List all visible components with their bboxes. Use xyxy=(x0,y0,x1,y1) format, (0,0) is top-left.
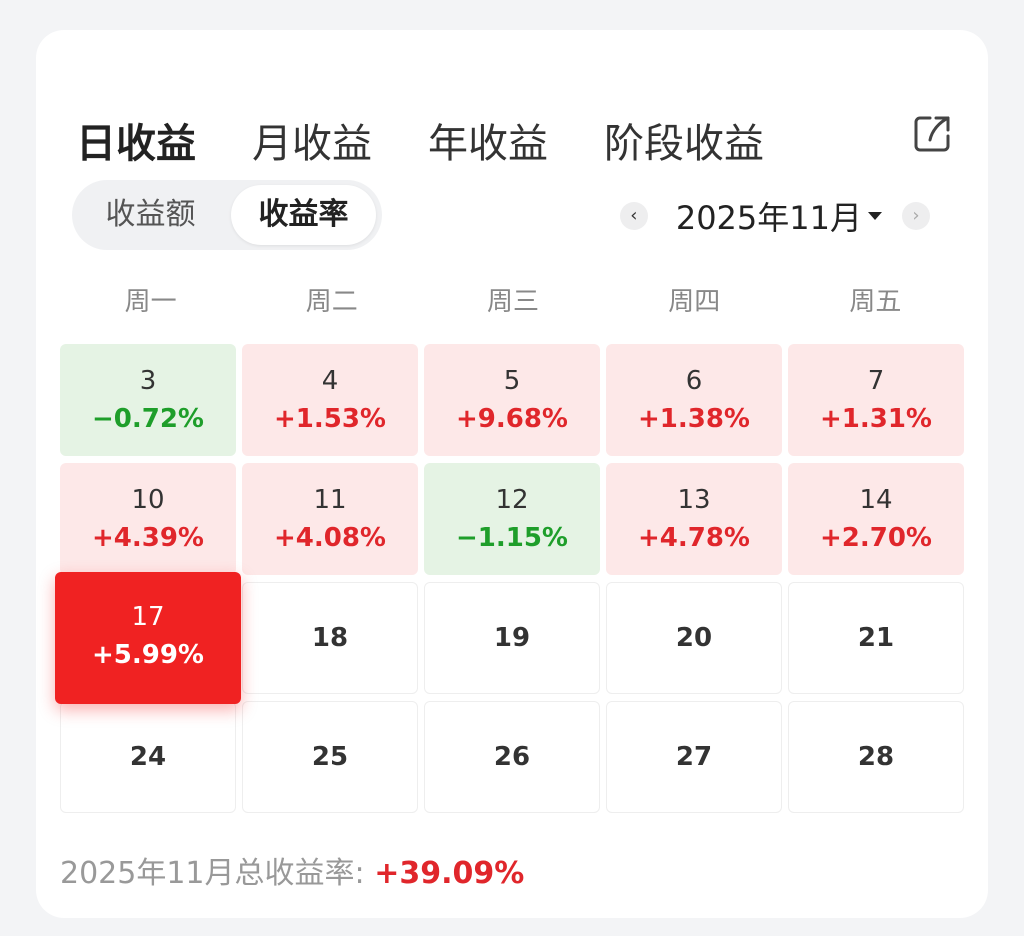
monthly-total-value: +39.09% xyxy=(374,856,525,891)
tab-monthly-earnings[interactable]: 月收益 xyxy=(252,121,372,167)
weekday-fri: 周五 xyxy=(849,287,902,317)
day-return-rate: +1.38% xyxy=(638,404,750,434)
calendar-day-cell[interactable]: 25 xyxy=(242,701,418,813)
calendar-day-cell[interactable]: 13 +4.78% xyxy=(606,463,782,575)
day-number: 25 xyxy=(311,742,349,772)
day-return-rate: −1.15% xyxy=(456,523,568,553)
prev-month-button[interactable]: ‹ xyxy=(619,202,648,230)
calendar-day-cell[interactable]: 4 +1.53% xyxy=(242,344,418,456)
day-number: 7 xyxy=(867,366,885,396)
metric-segmented-control: 收益额 收益率 xyxy=(72,180,382,250)
day-number: 19 xyxy=(493,623,531,653)
day-return-rate: +5.99% xyxy=(92,640,204,670)
day-return-rate: +1.53% xyxy=(274,404,386,434)
monthly-total-label: 2025年11月总收益率: xyxy=(60,856,365,891)
tab-daily-earnings[interactable]: 日收益 xyxy=(76,111,196,169)
day-number: 18 xyxy=(311,623,349,653)
calendar-day-cell[interactable]: 5 +9.68% xyxy=(424,344,600,456)
earnings-tabs: 日收益 月收益 年收益 阶段收益 xyxy=(76,100,820,180)
day-number: 6 xyxy=(685,366,703,396)
calendar-day-cell[interactable]: 17 +5.99% xyxy=(55,572,241,704)
month-selector[interactable]: 2025年11月 xyxy=(676,193,882,239)
day-number: 20 xyxy=(675,623,713,653)
calendar-day-cell[interactable]: 26 xyxy=(424,701,600,813)
share-export-icon[interactable] xyxy=(910,112,954,156)
day-number: 24 xyxy=(129,742,167,772)
day-number: 28 xyxy=(857,742,895,772)
weekday-thu: 周四 xyxy=(668,287,721,317)
calendar-day-cell[interactable]: 24 xyxy=(60,701,236,813)
earnings-amount-option[interactable]: 收益额 xyxy=(105,197,196,232)
earnings-rate-option[interactable]: 收益率 xyxy=(231,185,376,245)
day-return-rate: +1.31% xyxy=(820,404,932,434)
monthly-total: 2025年11月总收益率: +39.09% xyxy=(60,848,524,892)
day-number: 17 xyxy=(131,602,165,632)
calendar-day-cell[interactable]: 10 +4.39% xyxy=(60,463,236,575)
tab-yearly-earnings[interactable]: 年收益 xyxy=(428,121,548,167)
calendar-day-cell[interactable]: 7 +1.31% xyxy=(788,344,964,456)
day-number: 13 xyxy=(677,485,711,515)
day-number: 27 xyxy=(675,742,713,772)
calendar-day-cell[interactable]: 18 xyxy=(242,582,418,694)
day-return-rate: −0.72% xyxy=(92,404,204,434)
day-number: 12 xyxy=(495,485,529,515)
day-return-rate: +2.70% xyxy=(820,523,932,553)
calendar-day-cell[interactable]: 28 xyxy=(788,701,964,813)
earnings-card: 日收益 月收益 年收益 阶段收益 收益额 收益率 ‹ 2025年11月 › 周一… xyxy=(36,30,988,918)
month-label: 2025年11月 xyxy=(675,199,862,237)
day-return-rate: +4.08% xyxy=(274,523,386,553)
day-return-rate: +9.68% xyxy=(456,404,568,434)
day-number: 3 xyxy=(139,366,157,396)
calendar-day-cell[interactable]: 12 −1.15% xyxy=(424,463,600,575)
tab-period-earnings[interactable]: 阶段收益 xyxy=(604,121,764,167)
day-number: 10 xyxy=(131,485,165,515)
day-number: 14 xyxy=(859,485,893,515)
month-navigator: ‹ 2025年11月 › xyxy=(619,193,930,239)
calendar-day-cell[interactable]: 11 +4.08% xyxy=(242,463,418,575)
calendar-day-cell[interactable]: 6 +1.38% xyxy=(606,344,782,456)
calendar-day-cell[interactable]: 14 +2.70% xyxy=(788,463,964,575)
calendar-day-cell[interactable]: 20 xyxy=(606,582,782,694)
day-number: 21 xyxy=(857,623,895,653)
weekday-header: 周一 周二 周三 周四 周五 xyxy=(60,280,966,324)
next-month-button[interactable]: › xyxy=(902,202,930,230)
calendar-day-cell[interactable]: 27 xyxy=(606,701,782,813)
day-number: 26 xyxy=(493,742,531,772)
day-return-rate: +4.78% xyxy=(638,523,750,553)
day-return-rate: +4.39% xyxy=(92,523,204,553)
weekday-wed: 周三 xyxy=(487,287,540,317)
weekday-tue: 周二 xyxy=(305,287,358,317)
calendar-day-cell[interactable]: 3 −0.72% xyxy=(60,344,236,456)
day-number: 4 xyxy=(321,366,339,396)
day-number: 11 xyxy=(313,485,347,515)
day-number: 5 xyxy=(503,366,521,396)
calendar-day-cell[interactable]: 21 xyxy=(788,582,964,694)
weekday-mon: 周一 xyxy=(124,287,177,317)
caret-down-icon xyxy=(868,212,882,220)
calendar-day-cell[interactable]: 19 xyxy=(424,582,600,694)
